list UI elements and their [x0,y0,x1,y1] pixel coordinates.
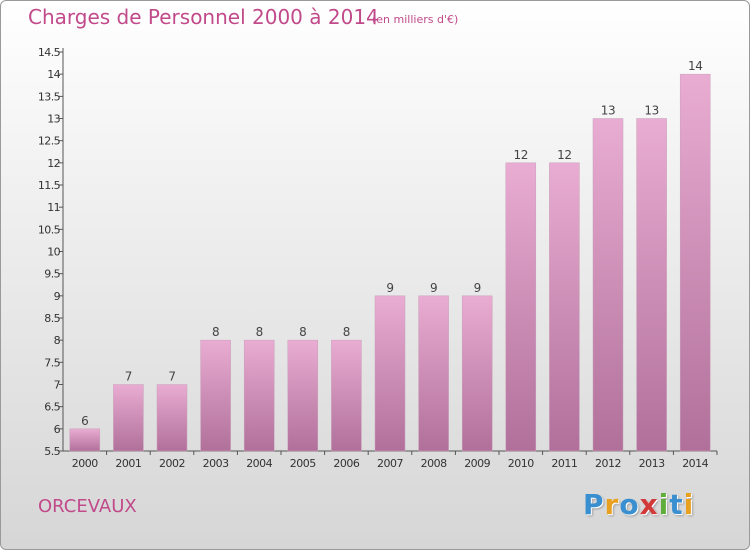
data-label: 8 [343,325,350,339]
x-tick-label: 2006 [333,457,359,470]
y-tick-label: 10.5 [38,223,61,236]
bar-2004 [243,339,275,452]
bar-2001 [113,384,144,452]
x-tick-label: 2000 [72,457,98,470]
x-tick-label: 2011 [551,457,577,470]
y-tick-label: 9 [54,290,61,303]
x-tick-label: 2010 [508,457,534,470]
logo-letter: i [658,488,670,521]
bar-2009 [461,295,493,452]
bar-2011 [549,162,580,452]
x-tick-label: 2001 [115,457,141,470]
x-tick-label: 2003 [203,457,229,470]
y-tick-label: 8 [54,334,61,347]
data-label: 13 [601,104,615,118]
y-tick-label: 12.5 [38,135,61,148]
y-tick-label: 9.5 [44,268,60,281]
logo-letter: P [583,488,605,521]
x-tick-label: 2008 [421,457,447,470]
data-label: 13 [644,104,658,118]
data-label: 9 [430,281,437,295]
logo-letter: t [669,488,684,521]
axes: 5.5 6 6.5 7 7.5 8 8.5 9 9.5 10 10.5 11 11.5 12 12.5 13 1… [38,46,718,470]
data-label: 14 [688,59,702,73]
commune-name: ORCEVAUX [38,496,137,517]
x-tick-label: 2012 [595,457,621,470]
logo-letter: i [683,488,695,521]
logo-letter: o [619,488,640,521]
logo-letter: r [604,488,620,521]
y-tick-label: 7.5 [44,356,60,369]
y-tick-label: 13.5 [38,90,61,103]
chart-subtitle: (en milliers d'€) [372,13,459,26]
y-tick-label: 13 [47,113,60,126]
y-tick-label: 8.5 [44,312,60,325]
bar-2007 [374,295,406,452]
bar-2000 [69,428,101,452]
x-tick-label: 2007 [377,457,403,470]
data-label: 6 [81,414,88,428]
bar-2012 [592,118,624,452]
x-tick-label: 2014 [682,457,708,470]
y-tick-label: 14.5 [38,46,61,59]
x-tick-label: 2005 [290,457,316,470]
data-label: 7 [168,370,175,384]
bar-2010 [505,162,537,452]
y-tick-label: 5.5 [44,445,60,458]
bar-2008 [418,295,449,452]
data-label: 12 [557,148,571,162]
chart-title: Charges de Personnel 2000 à 2014 [28,5,379,29]
proxiti-logo[interactable]: Proxiti [583,488,694,521]
x-tick-label: 2004 [246,457,272,470]
y-tick-label: 10 [47,246,60,259]
x-tick-label: 2002 [159,457,185,470]
data-label: 8 [256,325,263,339]
y-tick-label: 6.5 [44,401,60,414]
data-label: 8 [299,325,306,339]
bar-2005 [287,339,319,452]
y-tick-label: 6 [54,423,61,436]
y-tick-label: 11.5 [38,179,61,192]
data-label: 9 [386,281,393,295]
bar-2006 [331,339,362,452]
data-label: 8 [212,325,219,339]
y-tick-label: 12 [47,157,60,170]
bars-group: 6 7 7 8 8 8 8 9 9 9 12 12 13 13 14 [69,59,711,452]
x-tick-label: 2009 [464,457,490,470]
data-label: 12 [514,148,528,162]
bar-2003 [200,339,231,452]
y-tick-label: 11 [47,201,60,214]
bar-2013 [636,118,667,452]
data-label: 7 [125,370,132,384]
logo-letter: x [639,488,659,521]
data-label: 9 [474,281,481,295]
y-tick-label: 7 [54,379,61,392]
y-tick-label: 14 [47,68,60,81]
bar-2002 [156,384,188,452]
bar-2014 [679,73,711,452]
x-tick-label: 2013 [639,457,665,470]
